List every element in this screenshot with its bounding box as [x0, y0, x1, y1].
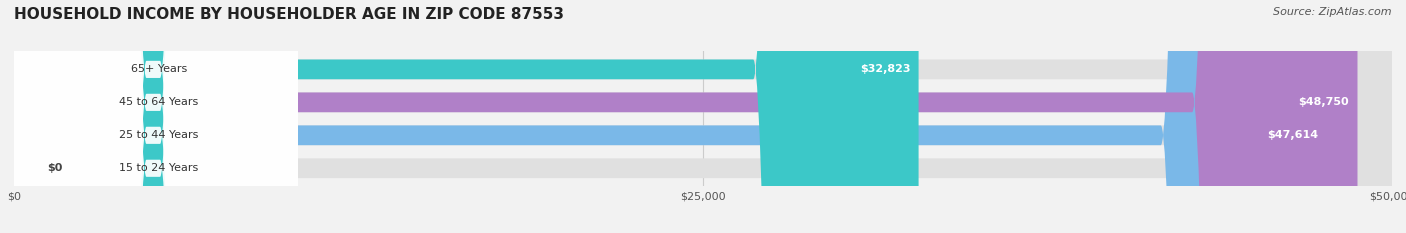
Text: 45 to 64 Years: 45 to 64 Years	[120, 97, 198, 107]
FancyBboxPatch shape	[8, 0, 298, 233]
Text: 25 to 44 Years: 25 to 44 Years	[120, 130, 198, 140]
Text: $0: $0	[48, 163, 62, 173]
FancyBboxPatch shape	[14, 0, 1326, 233]
FancyBboxPatch shape	[14, 0, 1358, 233]
FancyBboxPatch shape	[8, 0, 298, 233]
Text: $32,823: $32,823	[860, 64, 910, 74]
FancyBboxPatch shape	[14, 0, 1392, 233]
FancyBboxPatch shape	[8, 0, 298, 233]
Text: Source: ZipAtlas.com: Source: ZipAtlas.com	[1274, 7, 1392, 17]
FancyBboxPatch shape	[14, 0, 918, 233]
Text: HOUSEHOLD INCOME BY HOUSEHOLDER AGE IN ZIP CODE 87553: HOUSEHOLD INCOME BY HOUSEHOLDER AGE IN Z…	[14, 7, 564, 22]
FancyBboxPatch shape	[14, 0, 1392, 233]
Text: 65+ Years: 65+ Years	[131, 64, 187, 74]
Text: $47,614: $47,614	[1267, 130, 1317, 140]
FancyBboxPatch shape	[8, 0, 298, 233]
Text: $48,750: $48,750	[1299, 97, 1350, 107]
FancyBboxPatch shape	[14, 0, 1392, 233]
Text: 15 to 24 Years: 15 to 24 Years	[120, 163, 198, 173]
FancyBboxPatch shape	[14, 0, 1392, 233]
